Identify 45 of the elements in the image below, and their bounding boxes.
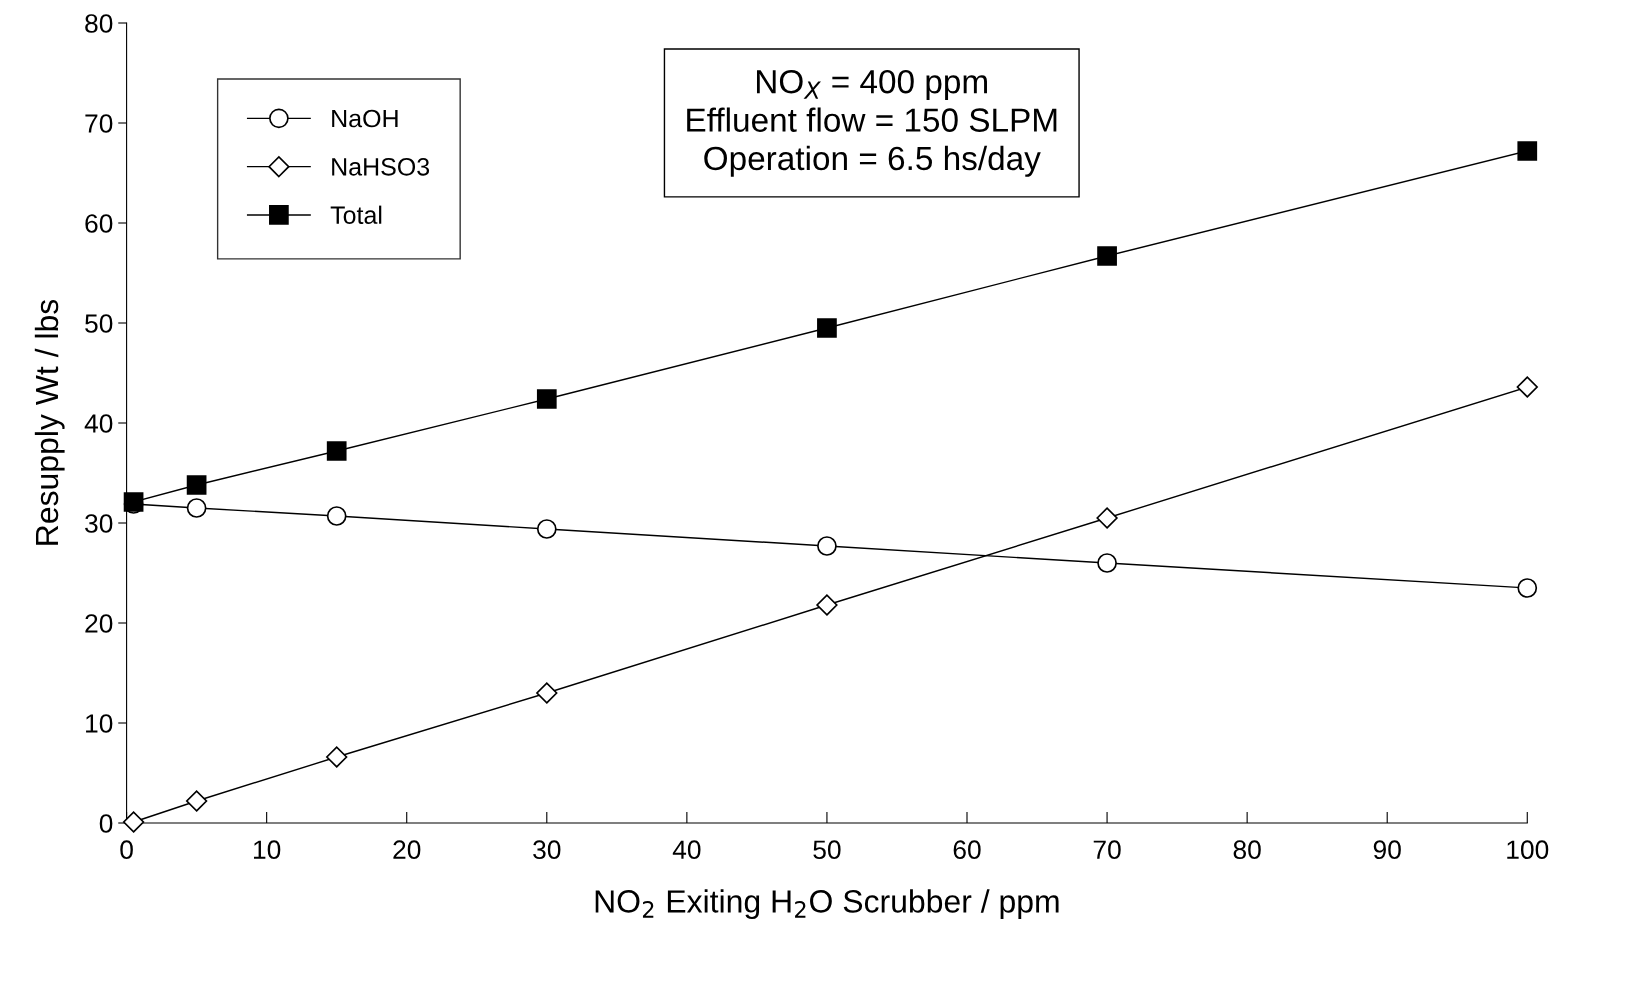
x-tick-label: 100 bbox=[1507, 840, 1549, 860]
point bbox=[1097, 553, 1117, 573]
y-tick-label: 40 bbox=[84, 414, 113, 433]
point bbox=[326, 441, 347, 461]
y-tick-label: 0 bbox=[99, 814, 113, 833]
point bbox=[536, 389, 557, 409]
point bbox=[1096, 507, 1118, 529]
annotation: NO$_{X}$ = 400 ppm Effluent flow = 150 SLPM Operation = 6.5 hs/day bbox=[687, 69, 1057, 177]
x-tick-label: 0 bbox=[120, 840, 133, 860]
x-axis-title: NO$_{2}$ Exiting H$_{2}$O Scrubber / ppm bbox=[595, 889, 1059, 920]
point bbox=[326, 506, 347, 526]
point bbox=[1097, 246, 1117, 266]
y-tick-label: 30 bbox=[85, 514, 113, 533]
x-tick-label: 60 bbox=[953, 840, 981, 860]
y-tick-label: 10 bbox=[86, 714, 113, 733]
y-axis-title: Resupply Wt / lbs bbox=[34, 299, 65, 545]
x-tick-label: 50 bbox=[813, 840, 841, 860]
y-tick-label: 20 bbox=[85, 614, 113, 633]
x-tick-label: 40 bbox=[672, 840, 701, 860]
point bbox=[1516, 376, 1538, 398]
x-tick-label: 10 bbox=[253, 840, 281, 860]
legend-label: Total bbox=[330, 205, 382, 224]
point bbox=[536, 519, 557, 539]
x-tick-label: 80 bbox=[1233, 840, 1261, 860]
y-tick-label: 70 bbox=[85, 114, 113, 133]
y-tick-label: 50 bbox=[85, 314, 113, 333]
y-tick-label: 60 bbox=[85, 214, 113, 233]
point bbox=[536, 682, 558, 704]
x-tick-label: 30 bbox=[533, 840, 561, 860]
point bbox=[816, 594, 838, 616]
point bbox=[1517, 578, 1538, 598]
y-tick-label: 80 bbox=[85, 14, 113, 33]
point bbox=[185, 790, 208, 812]
x-tick-label: 90 bbox=[1373, 840, 1401, 860]
point bbox=[186, 475, 207, 495]
point bbox=[186, 498, 207, 518]
point bbox=[817, 318, 837, 338]
point bbox=[326, 746, 348, 768]
legend-label: NaHSO3 bbox=[332, 157, 430, 176]
point bbox=[817, 536, 837, 556]
x-tick-label: 70 bbox=[1093, 840, 1121, 860]
legend-label: NaOH bbox=[332, 109, 398, 128]
x-tick-label: 20 bbox=[393, 840, 421, 860]
point bbox=[1517, 141, 1538, 161]
point bbox=[122, 811, 145, 833]
